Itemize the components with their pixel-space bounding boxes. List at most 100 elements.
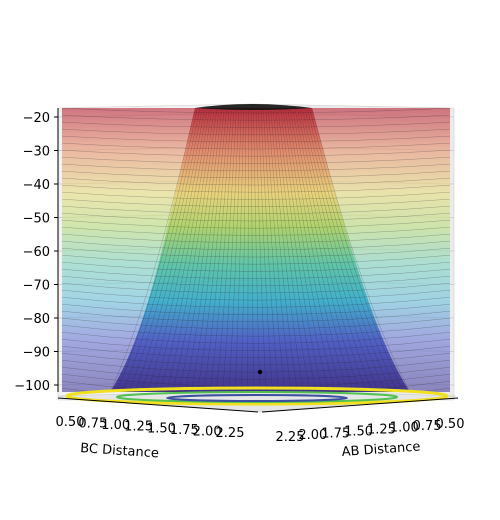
z-tick-label: −20 — [23, 111, 50, 126]
z-tick-label: −50 — [23, 212, 50, 227]
x-tick-label: 1.00 — [101, 418, 130, 433]
surface — [62, 104, 450, 392]
y-tick-label: 1.75 — [321, 426, 350, 441]
mesh-line-vertical — [203, 108, 232, 392]
mesh-line-horizontal — [62, 310, 450, 322]
y-tick-label: 0.50 — [436, 417, 465, 432]
mesh-line-horizontal — [62, 317, 450, 330]
y-tick-label: 0.75 — [413, 419, 442, 434]
mesh-line-vertical — [141, 108, 208, 392]
mesh-line-vertical — [292, 108, 361, 392]
mesh-line-vertical — [267, 108, 298, 392]
y-tick-label: 1.00 — [390, 421, 419, 436]
z-tick-label: −30 — [23, 145, 50, 160]
z-tick-label: −60 — [23, 245, 50, 260]
mesh-line-vertical — [172, 108, 220, 392]
mesh-line-horizontal — [62, 254, 450, 265]
x-axis: 0.500.751.001.251.501.752.002.25 BC Dist… — [56, 397, 259, 461]
mesh-line-vertical — [294, 108, 367, 392]
mesh-line-vertical — [302, 108, 386, 392]
mesh-line-vertical — [282, 108, 336, 392]
mesh-line-vertical — [222, 108, 240, 392]
mesh-line-horizontal — [62, 226, 450, 236]
mesh-line-vertical — [184, 108, 225, 392]
mesh-line-horizontal — [62, 303, 450, 315]
mesh-line-vertical — [309, 108, 404, 392]
x-tick-label: 2.25 — [216, 426, 245, 441]
mesh-line-vertical — [116, 108, 198, 392]
x-tick-label: 1.75 — [170, 423, 199, 438]
mesh-line-horizontal — [62, 261, 450, 272]
mesh-line-vertical — [241, 108, 247, 392]
mesh-line-vertical — [109, 108, 196, 392]
mesh-line-vertical — [228, 108, 242, 392]
x-axis-line — [57, 397, 259, 413]
mesh-line-vertical — [209, 108, 235, 392]
mesh-line-horizontal — [62, 177, 450, 186]
mesh-line-vertical — [258, 108, 273, 392]
mesh-line-vertical — [260, 108, 279, 392]
mesh-line-horizontal — [62, 149, 450, 157]
mesh-line-vertical — [122, 108, 201, 392]
mesh-line-vertical — [153, 108, 213, 392]
mesh-line-vertical — [191, 108, 227, 392]
mesh-line-horizontal — [62, 345, 450, 358]
mesh-line-vertical — [289, 108, 354, 392]
mesh-line-vertical — [265, 108, 292, 392]
mesh-line-horizontal — [62, 135, 450, 142]
mesh-line-vertical — [280, 108, 329, 392]
mesh-line-vertical — [285, 108, 342, 392]
mesh-line-horizontal — [62, 366, 450, 380]
z-tick-label: −80 — [23, 312, 50, 327]
y-axis-line — [261, 397, 459, 413]
mesh-line-horizontal — [62, 247, 450, 258]
mesh-line-horizontal — [62, 359, 450, 373]
mesh-line-vertical — [306, 108, 398, 392]
x-axis-label: BC Distance — [80, 441, 160, 461]
mesh-line-horizontal — [62, 268, 450, 279]
z-ticks: −20 −30 −40 −50 −60 −70 −80 −90 −100 — [14, 111, 58, 394]
mesh-line-horizontal — [62, 233, 450, 243]
mesh-line-vertical — [277, 108, 323, 392]
z-tick-label: −70 — [23, 279, 50, 294]
surface-mesh — [62, 108, 450, 392]
mesh-line-vertical — [287, 108, 348, 392]
mesh-line-horizontal — [62, 275, 450, 286]
mesh-line-horizontal — [62, 331, 450, 344]
mesh-line-vertical — [128, 108, 203, 392]
mesh-line-horizontal — [62, 240, 450, 250]
x-tick-label: 1.50 — [147, 421, 176, 436]
y-tick-label: 1.25 — [367, 423, 396, 438]
mesh-line-horizontal — [62, 289, 450, 301]
contour-outer — [65, 386, 449, 406]
mesh-line-horizontal — [62, 170, 450, 178]
y-axis: 2.252.001.751.501.251.000.750.50 AB Dist… — [261, 397, 465, 460]
mesh-line-horizontal — [62, 352, 450, 366]
mesh-line-horizontal — [62, 191, 450, 200]
mesh-line-horizontal — [62, 114, 450, 121]
surface-rim — [195, 104, 312, 110]
mesh-line-horizontal — [62, 338, 450, 351]
mesh-line-vertical — [234, 108, 244, 392]
x-ticks: 0.500.751.001.251.501.752.002.25 — [56, 415, 245, 441]
mesh-line-vertical — [197, 108, 230, 392]
z-tick-label: −40 — [23, 178, 50, 193]
mesh-line-horizontal — [62, 142, 450, 150]
mesh-line-horizontal — [62, 212, 450, 222]
mesh-line-vertical — [270, 108, 304, 392]
mesh-line-horizontal — [62, 380, 450, 392]
x-tick-label: 2.00 — [193, 424, 222, 439]
mesh-line-horizontal — [62, 219, 450, 229]
contour-core — [166, 394, 348, 402]
z-tick-label: −100 — [14, 379, 50, 394]
contour-projection — [65, 369, 449, 406]
z-tick-label: −90 — [23, 346, 50, 361]
mesh-line-horizontal — [62, 184, 450, 193]
x-tick-label: 0.75 — [78, 417, 107, 432]
y-tick-label: 2.25 — [276, 430, 305, 445]
mesh-line-vertical — [178, 108, 222, 392]
mesh-line-vertical — [159, 108, 215, 392]
mesh-line-horizontal — [62, 205, 450, 214]
mesh-line-horizontal — [62, 108, 450, 114]
